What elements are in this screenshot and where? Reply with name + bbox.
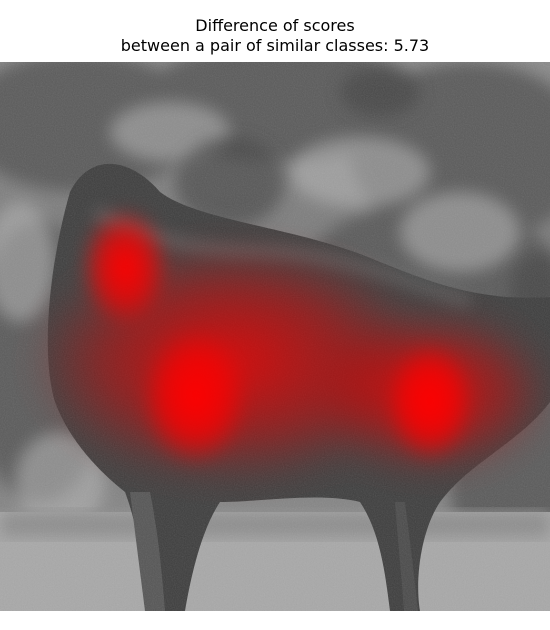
hotspot-shoulder bbox=[80, 207, 170, 327]
title-line-2: between a pair of similar classes: 5.73 bbox=[120, 36, 430, 55]
hotspot-chest bbox=[140, 327, 250, 467]
heatmap-figure bbox=[0, 62, 550, 611]
heatmap-image bbox=[0, 62, 550, 611]
figure-title: Difference of scores between a pair of s… bbox=[0, 16, 550, 56]
saliency-heatmap bbox=[30, 207, 550, 482]
title-line-1: Difference of scores bbox=[195, 16, 355, 35]
hotspot-flank bbox=[385, 342, 475, 462]
